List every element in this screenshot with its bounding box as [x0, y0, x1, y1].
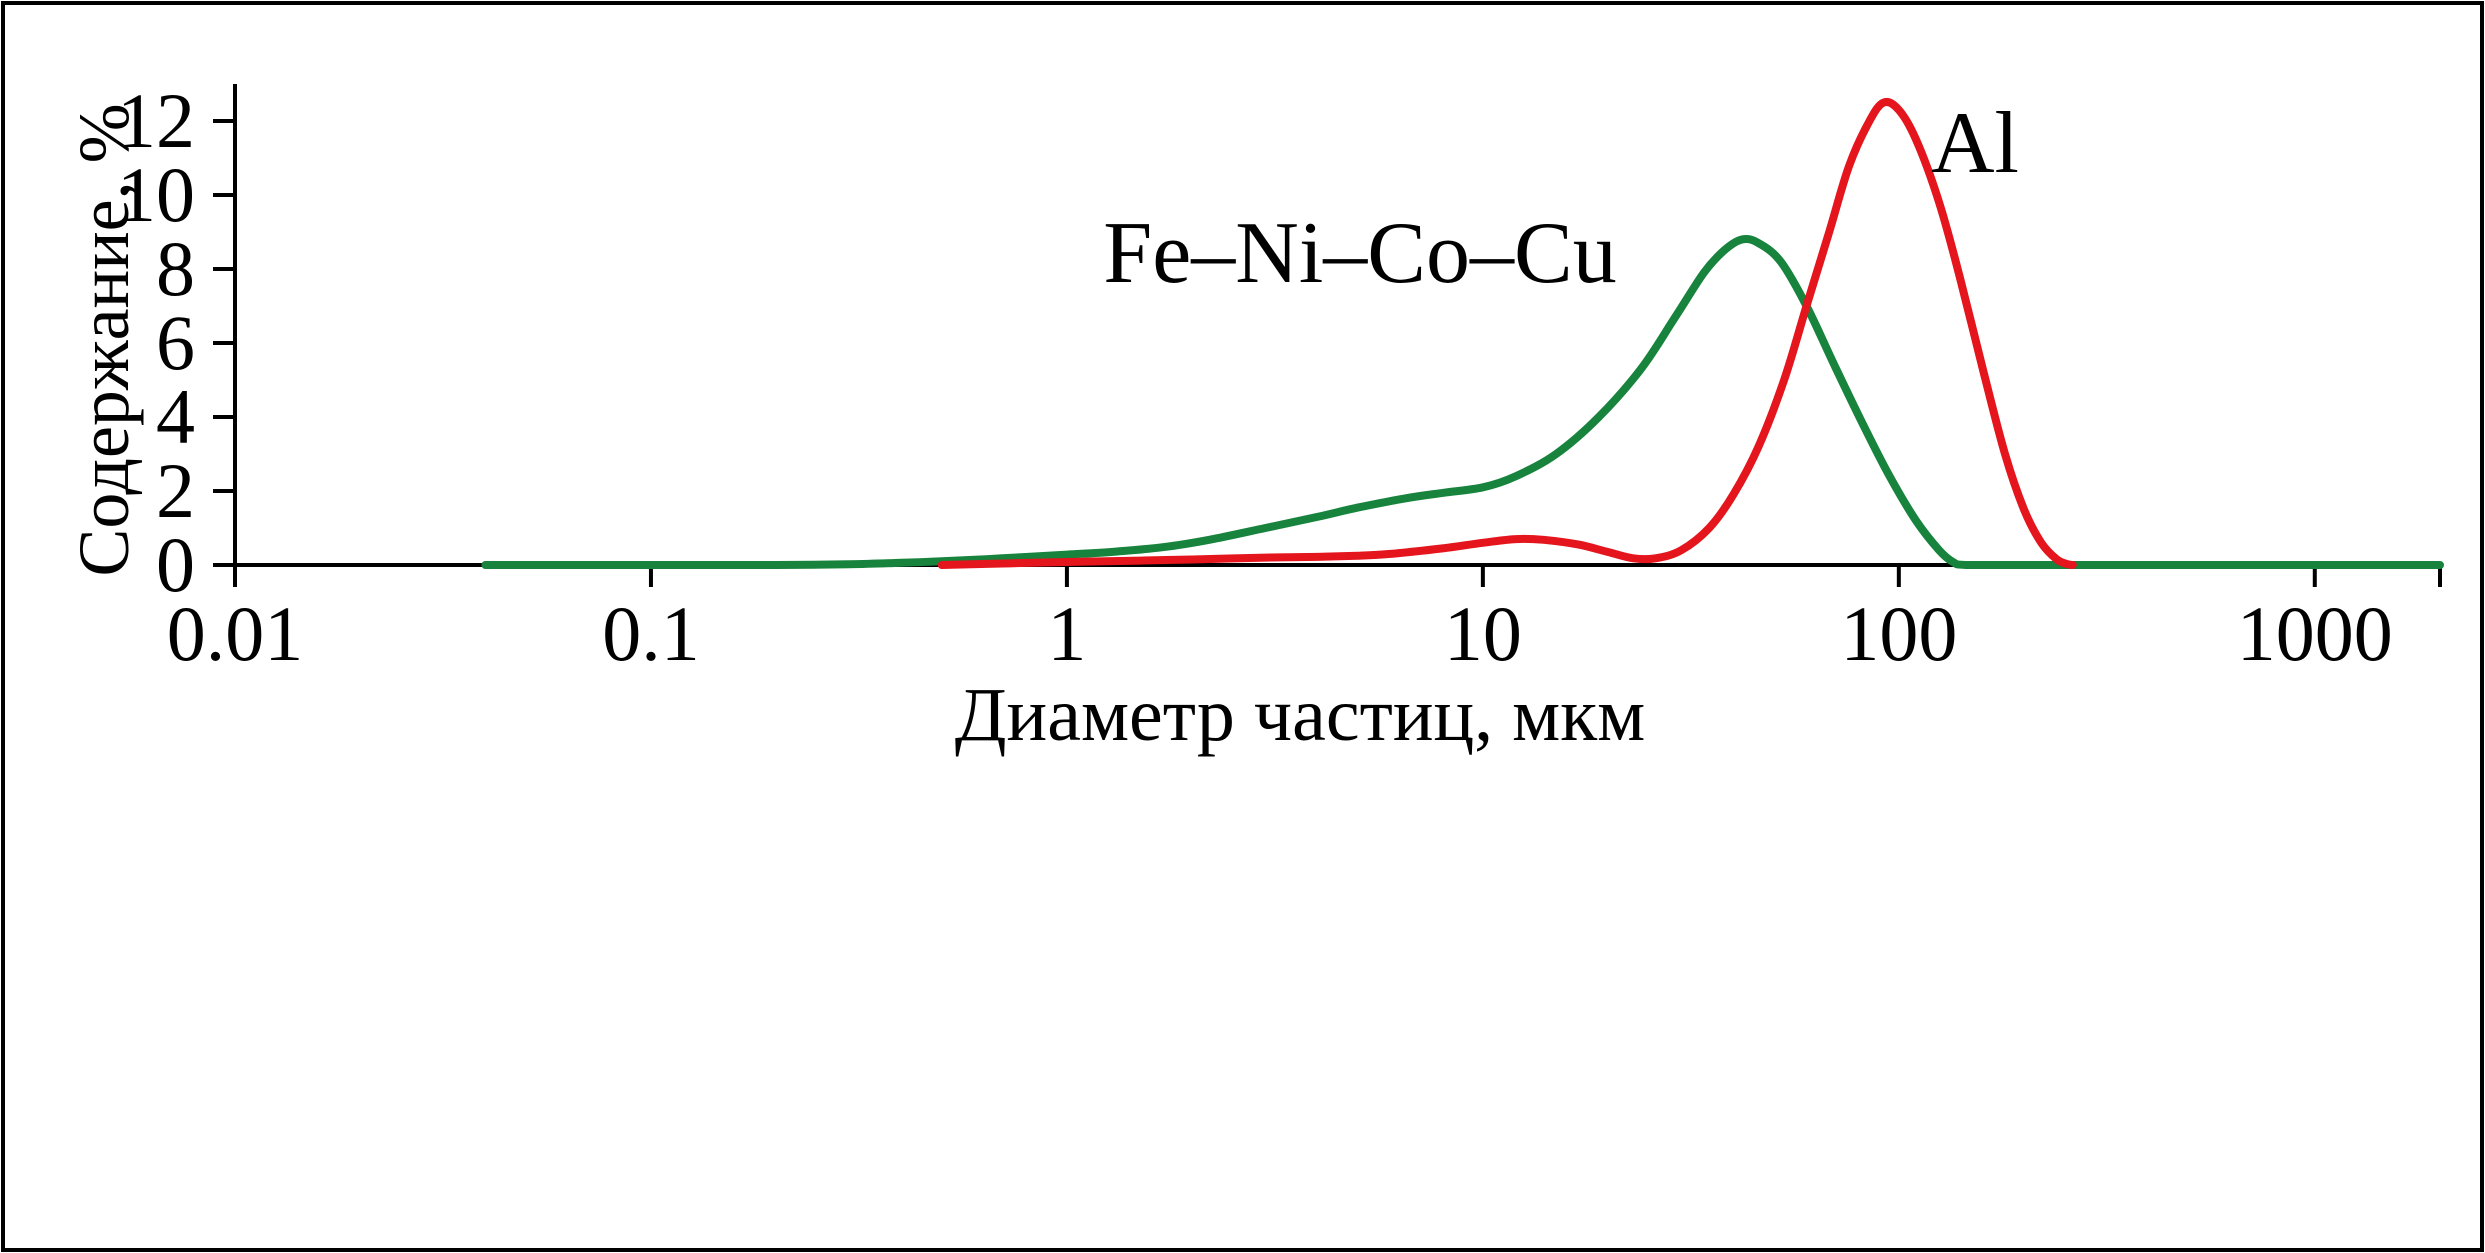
series-line-al — [937, 97, 2077, 569]
y-tick-label: 2 — [156, 447, 195, 534]
y-tick-label: 10 — [117, 151, 195, 238]
x-axis-title: Диаметр частиц, мкм — [955, 673, 1646, 757]
y-tick-label: 4 — [156, 373, 195, 460]
series-label-al: Al — [1931, 95, 2019, 192]
y-tick-label: 8 — [156, 225, 195, 312]
y-tick-label: 6 — [156, 299, 195, 386]
x-tick-label: 100 — [1840, 590, 1957, 677]
x-tick-label: 1 — [1047, 590, 1086, 677]
y-tick-label: 0 — [156, 521, 195, 608]
series-lines — [481, 97, 2444, 570]
series-line-fe-ni-co-cu — [481, 234, 2444, 570]
x-tick-label: 1000 — [2237, 590, 2393, 677]
x-tick-label: 10 — [1444, 590, 1522, 677]
y-tick-label: 12 — [117, 77, 195, 164]
series-label-fe-ni-co-cu: Fe–Ni–Co–Cu — [1103, 205, 1616, 302]
y-axis-title: Содержание, % — [64, 103, 144, 576]
x-tick-label: 0.1 — [602, 590, 700, 677]
x-tick-label: 0.01 — [167, 590, 304, 677]
